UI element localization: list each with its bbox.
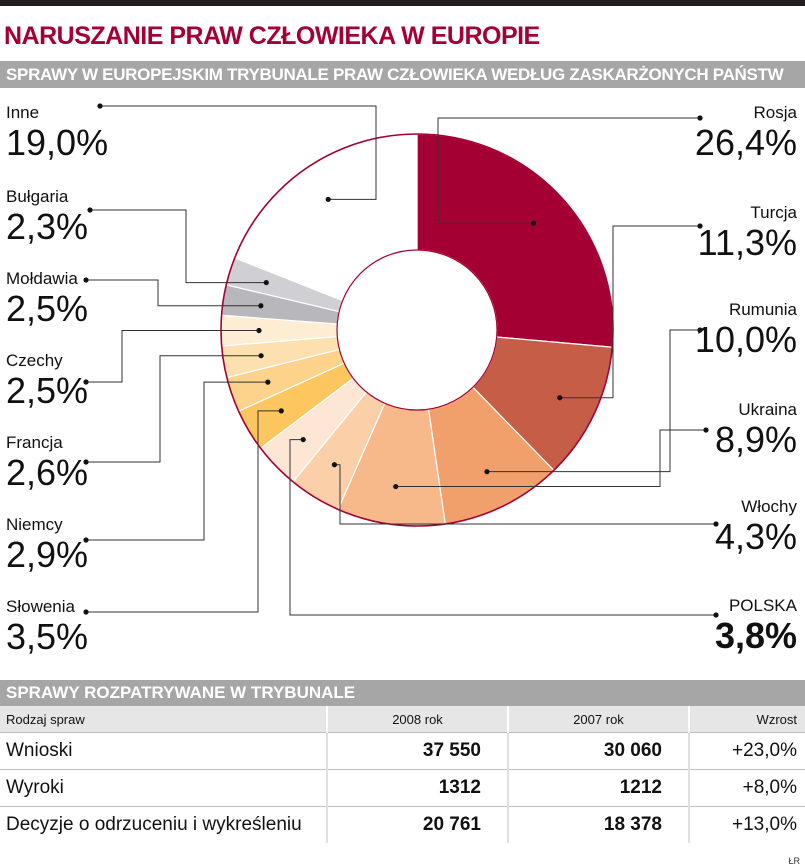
slice-label-value: 2,5% xyxy=(6,370,88,411)
slice-label-value: 2,9% xyxy=(6,534,88,575)
table-row: Wnioski 37 550 30 060 +23,0% xyxy=(0,732,805,770)
leader-line xyxy=(86,279,261,307)
table-cell: +13,0% xyxy=(689,806,805,843)
leader-line xyxy=(90,209,267,284)
leader-line xyxy=(437,117,700,224)
leader-dot xyxy=(331,462,338,468)
leader-dot xyxy=(83,537,89,543)
table-cell: +23,0% xyxy=(689,732,805,770)
top-rule xyxy=(0,0,805,6)
leader-dot xyxy=(300,436,306,443)
table-cell: 18 378 xyxy=(508,806,690,843)
leader-dot xyxy=(256,327,262,334)
slice-label-value: 2,3% xyxy=(6,206,88,247)
donut-inner-outline xyxy=(336,249,498,411)
table-cell: 37 550 xyxy=(327,732,509,770)
leader-dot xyxy=(87,207,93,213)
slice-label-value: 26,4% xyxy=(695,122,797,163)
subtitle-bar: SPRAWY W EUROPEJSKIM TRYBUNALE PRAW CZŁO… xyxy=(0,61,805,88)
slice-label-name: Niemcy xyxy=(6,515,63,534)
slice-label-value: 4,3% xyxy=(715,516,797,557)
leader-dot xyxy=(83,277,89,283)
slice-label-name: Rosja xyxy=(754,103,798,122)
table-row: Wyroki 1312 1212 +8,0% xyxy=(0,769,805,807)
column-header: 2008 rok xyxy=(327,706,509,733)
table-cell: Decyzje o odrzuceniu i wykreśleniu xyxy=(0,806,328,843)
leader-dot xyxy=(484,469,490,475)
slice-label-value: 19,0% xyxy=(6,122,108,163)
leader-line xyxy=(559,225,700,399)
slice-label-value: 3,8% xyxy=(715,615,797,656)
leader-line xyxy=(86,329,260,383)
leader-dot xyxy=(265,379,271,385)
slice-label-name: Turcja xyxy=(750,203,797,222)
slice-label-value: 2,6% xyxy=(6,452,88,493)
slice-label-value: 8,9% xyxy=(715,419,797,460)
table-header-row: Rodzaj spraw 2008 rok 2007 rok Wzrost xyxy=(0,706,805,733)
slice-label-name: POLSKA xyxy=(729,596,798,615)
leader-dot xyxy=(278,408,284,414)
column-header: Rodzaj spraw xyxy=(0,706,328,733)
leader-dot xyxy=(697,327,703,333)
table-cell: 1212 xyxy=(508,769,690,807)
slice-label-value: 2,5% xyxy=(6,288,88,329)
leader-line xyxy=(86,381,268,541)
slice-label-name: Słowenia xyxy=(6,597,76,616)
leader-line xyxy=(486,329,700,473)
column-header: Wzrost xyxy=(689,706,805,733)
slice-label-name: Inne xyxy=(6,103,39,122)
table-cell: 30 060 xyxy=(508,732,690,770)
leader-dot xyxy=(258,353,264,359)
table-cell: +8,0% xyxy=(689,769,805,807)
table-cell: 20 761 xyxy=(327,806,509,843)
author-credit: ŁR xyxy=(788,856,800,866)
leader-dot xyxy=(97,103,103,109)
leader-dot xyxy=(557,395,563,401)
table-cell: 1312 xyxy=(327,769,509,807)
leader-line xyxy=(86,410,282,613)
leader-line xyxy=(289,439,716,616)
leader-dot xyxy=(393,483,399,490)
table-cell: Wnioski xyxy=(0,732,328,770)
leader-dot xyxy=(697,223,703,229)
leader-line xyxy=(334,464,716,525)
slice-label-name: Rumunia xyxy=(729,300,798,319)
leader-line xyxy=(100,105,377,200)
table-title-bar: SPRAWY ROZPATRYWANE W TRYBUNALE xyxy=(0,680,805,706)
slice-label-value: 3,5% xyxy=(6,616,88,657)
donut-slices xyxy=(220,133,614,527)
chart-subtitle: SPRAWY W EUROPEJSKIM TRYBUNALE PRAW CZŁO… xyxy=(6,65,784,84)
leader-dot xyxy=(713,521,719,527)
slice-label-value: 11,3% xyxy=(698,222,797,263)
leader-dot xyxy=(325,196,331,202)
leader-dot xyxy=(258,303,264,309)
leader-dot xyxy=(697,115,703,121)
table-title: SPRAWY ROZPATRYWANE W TRYBUNALE xyxy=(6,683,356,702)
chart-title: NARUSZANIE PRAW CZŁOWIEKA W EUROPIE xyxy=(4,22,540,50)
leader-dot xyxy=(83,459,89,465)
slice-label-name: Ukraina xyxy=(738,400,797,419)
slice-label-name: Włochy xyxy=(741,497,797,516)
leader-dot xyxy=(713,612,719,618)
leader-dot xyxy=(530,220,537,226)
slice-label-name: Francja xyxy=(6,433,63,452)
slice-label-name: Mołdawia xyxy=(6,269,78,288)
column-header: 2007 rok xyxy=(508,706,690,733)
slice-Rosja xyxy=(416,133,614,348)
leader-dot xyxy=(83,609,89,615)
table-cell: Wyroki xyxy=(0,769,328,807)
slice-label-name: Czechy xyxy=(6,351,63,370)
leader-lines xyxy=(83,103,719,618)
slice-label-name: Bułgaria xyxy=(6,187,69,206)
leader-dot xyxy=(703,427,709,433)
leader-dot xyxy=(263,279,269,286)
leader-dot xyxy=(83,379,89,385)
cases-table: Rodzaj spraw 2008 rok 2007 rok Wzrost Wn… xyxy=(0,706,805,843)
leader-line xyxy=(86,355,262,463)
slice-label-value: 10,0% xyxy=(695,319,797,360)
leader-line xyxy=(395,429,706,488)
table-row: Decyzje o odrzuceniu i wykreśleniu 20 76… xyxy=(0,806,805,843)
